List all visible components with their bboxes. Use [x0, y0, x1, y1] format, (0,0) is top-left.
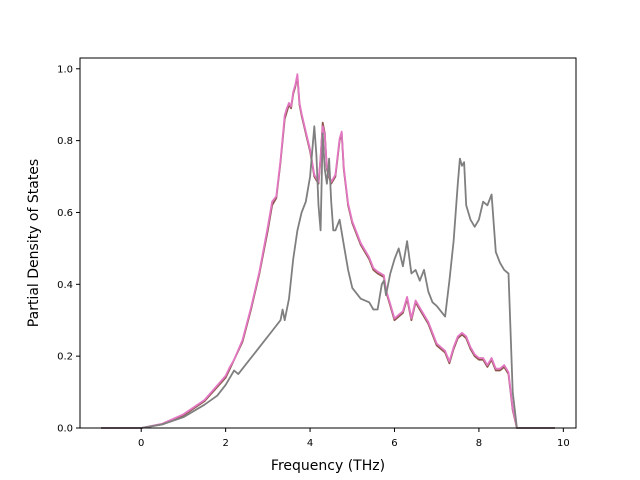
x-tick-label: 10	[557, 438, 570, 449]
series-layer	[101, 73, 555, 429]
series-line-3	[101, 125, 555, 429]
y-axis-title: Partial Density of States	[26, 159, 42, 327]
x-tick-label: 4	[307, 438, 313, 449]
y-tick-label: 0.8	[57, 136, 73, 147]
y-tick-label: 0.4	[57, 280, 73, 291]
y-tick-label: 0.6	[57, 208, 73, 219]
x-axis-title: Frequency (THz)	[271, 458, 385, 474]
y-tick-label: 1.0	[57, 64, 73, 75]
x-tick-label: 0	[138, 438, 144, 449]
y-axis: 0.0 0.2 0.4 0.6 0.8 1.0	[57, 64, 80, 435]
series-line-2	[101, 73, 555, 429]
x-tick-label: 2	[222, 438, 228, 449]
plot-frame	[79, 57, 577, 429]
x-tick-label: 6	[391, 438, 397, 449]
y-tick-label: 0.2	[57, 352, 73, 363]
x-axis: 0 2 4 6 8 10	[138, 428, 570, 449]
y-tick-label: 0.0	[57, 424, 73, 435]
x-tick-label: 8	[476, 438, 482, 449]
